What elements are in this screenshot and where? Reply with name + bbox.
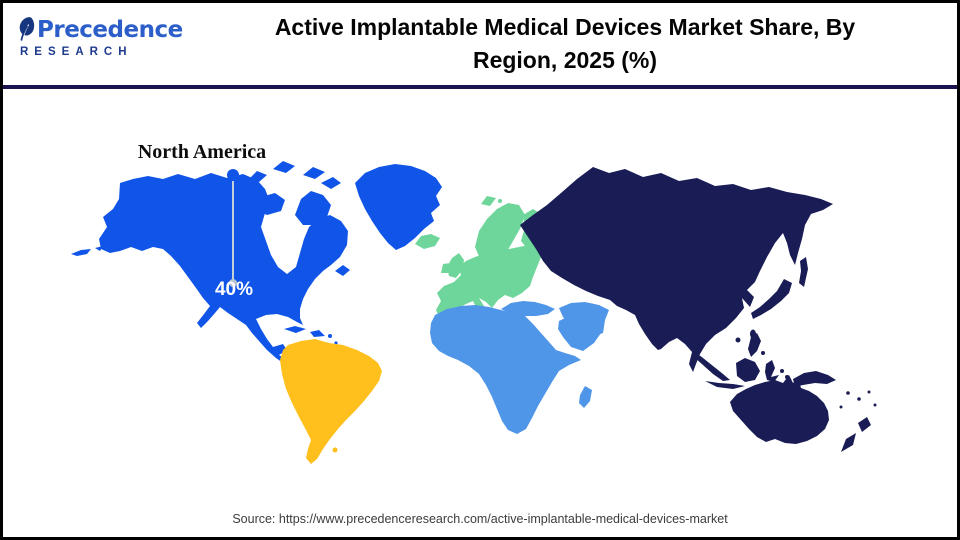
iceland: [415, 234, 440, 249]
scandinavia: [475, 203, 525, 265]
north-america-label: North America: [137, 141, 267, 163]
asia-mainland: [520, 167, 833, 372]
pacific-islet: [867, 390, 871, 394]
falkland-islands: [332, 447, 338, 453]
sakhalin: [799, 257, 808, 287]
header: Precedence RESEARCH Active Implantable M…: [3, 3, 957, 89]
region-middle-east-africa: [430, 301, 609, 434]
region-north-america: [71, 161, 442, 380]
antilles-island: [334, 341, 338, 345]
callout-pointer-dot: [229, 279, 237, 287]
pacific-islet: [873, 403, 877, 407]
africa-mainland: [430, 305, 581, 434]
australia: [730, 375, 829, 444]
puerto-rico: [328, 334, 332, 338]
borneo: [736, 358, 760, 382]
pacific-islet: [846, 391, 850, 395]
caribbean-islands: [284, 326, 325, 337]
chart-title: Active Implantable Medical Devices Marke…: [274, 13, 856, 73]
leaf-icon: [19, 17, 35, 41]
north-america-callout: [227, 169, 239, 287]
iran-plateau: [559, 302, 609, 337]
hainan: [735, 337, 741, 343]
madagascar: [579, 386, 592, 408]
region-europe: [415, 196, 545, 323]
north-america-mainland: [99, 173, 348, 380]
greenland: [355, 164, 442, 250]
tasmania: [794, 430, 804, 441]
europe-mainland: [436, 244, 544, 323]
philippines: [748, 333, 761, 357]
pacific-islet: [857, 397, 861, 401]
north-america-share-value: 40%: [214, 279, 254, 300]
source-citation: Source: https://www.precedenceresearch.c…: [232, 512, 728, 526]
sulawesi: [765, 360, 779, 382]
pacific-islet: [839, 405, 843, 409]
arabian-peninsula: [558, 316, 601, 351]
moluccas-islet: [780, 369, 784, 373]
logo-wordmark: Precedence: [37, 17, 183, 43]
british-isles: [441, 253, 464, 278]
svalbard-islet: [498, 199, 502, 203]
newfoundland: [335, 265, 350, 276]
arctic-islands: [249, 161, 341, 225]
region-south-america: [280, 339, 382, 464]
java: [705, 381, 745, 389]
logo-subtext: RESEARCH: [20, 46, 133, 58]
new-zealand: [841, 417, 871, 452]
callout-anchor-dot: [227, 169, 239, 181]
philippine-islet: [761, 351, 765, 355]
brand-logo: Precedence RESEARCH: [17, 15, 187, 58]
world-map: [71, 161, 877, 464]
aleutian-islands: [71, 246, 103, 256]
region-asia-pacific: [520, 167, 877, 452]
south-america-mainland: [280, 339, 382, 464]
sumatra: [694, 352, 730, 381]
anatolia-caucasus: [501, 301, 555, 316]
japan: [751, 279, 792, 319]
svalbard: [481, 196, 496, 206]
new-guinea: [793, 371, 836, 387]
